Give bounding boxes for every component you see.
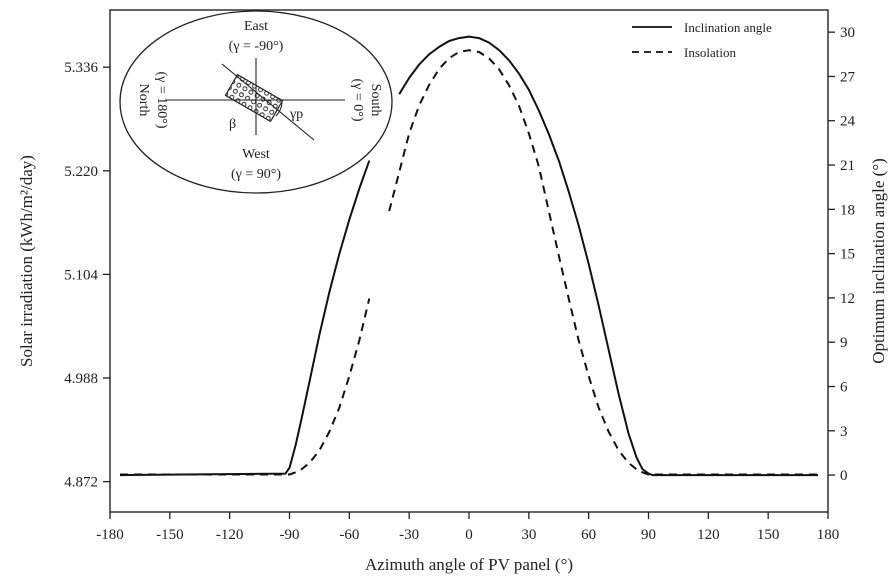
left-y-tick-label: 5.336 <box>64 60 98 76</box>
x-tick-label: -180 <box>96 527 124 543</box>
right-y-tick-label: 6 <box>840 380 848 396</box>
inset-north-label: North <box>136 84 151 117</box>
inset-north-sub: (γ = 180°) <box>154 71 169 128</box>
left-y-tick-label: 4.872 <box>64 475 98 491</box>
right-y-tick-label: 21 <box>840 158 855 174</box>
legend-label-insolation: Insolation <box>684 45 736 60</box>
left-y-tick-label: 5.220 <box>64 164 98 180</box>
x-tick-label: 60 <box>581 527 596 543</box>
gamma-arc <box>275 99 283 117</box>
left-y-axis-title: Solar irradiation (kWh/m²/day) <box>17 155 36 367</box>
inset-gamma-label: γp <box>289 107 303 122</box>
right-y-tick-label: 9 <box>840 335 848 351</box>
inset-diagram: East (γ = -90°) West (γ = 90°) North (γ … <box>119 10 393 194</box>
right-y-axis-title: Optimum inclination angle (°) <box>869 158 888 364</box>
x-tick-label: 30 <box>521 527 536 543</box>
x-tick-label: -150 <box>156 527 184 543</box>
legend: Inclination angle Insolation <box>632 20 772 60</box>
right-y-tick-label: 27 <box>840 69 856 85</box>
x-tick-label: -30 <box>399 527 419 543</box>
series-layer <box>119 35 818 477</box>
x-tick-label: 90 <box>641 527 656 543</box>
inset-south-label: South <box>368 84 383 117</box>
insolation-line <box>388 49 818 476</box>
right-y-tick-label: 24 <box>840 114 856 130</box>
inset-east-sub: (γ = -90°) <box>229 39 284 54</box>
right-y-axis-ticks: 0 3 6 9 12 15 18 21 24 27 30 <box>828 25 856 484</box>
right-y-tick-label: 3 <box>840 424 848 440</box>
x-tick-label: 120 <box>697 527 720 543</box>
inset-south-sub: (γ = 0°) <box>350 78 365 121</box>
x-tick-label: 0 <box>465 527 473 543</box>
left-y-tick-label: 4.988 <box>64 371 98 387</box>
left-y-tick-label: 5.104 <box>64 267 98 283</box>
right-y-tick-label: 30 <box>840 25 855 41</box>
inclination-line <box>119 160 371 477</box>
x-tick-label: 180 <box>817 527 840 543</box>
insolation-line <box>120 298 371 476</box>
x-tick-label: -120 <box>216 527 244 543</box>
pv-panel-shape <box>224 73 284 123</box>
right-y-tick-label: 15 <box>840 247 855 263</box>
right-y-tick-label: 12 <box>840 291 855 307</box>
right-y-tick-label: 0 <box>840 468 848 484</box>
inset-east-label: East <box>244 19 268 34</box>
x-axis-title: Azimuth angle of PV panel (°) <box>365 555 573 574</box>
left-y-axis-ticks: 4.872 4.988 5.104 5.220 5.336 <box>64 60 110 491</box>
legend-label-inclination: Inclination angle <box>684 20 772 35</box>
x-tick-label: 150 <box>757 527 780 543</box>
x-tick-label: -60 <box>339 527 359 543</box>
x-tick-label: -90 <box>280 527 300 543</box>
x-axis-ticks: -180 -150 -120 -90 -60 -30 0 30 60 90 120 150 180 <box>96 512 839 543</box>
right-y-tick-label: 18 <box>840 202 855 218</box>
inset-beta-label: β <box>229 117 236 132</box>
inclination-line <box>398 35 818 477</box>
inset-west-label: West <box>242 147 270 162</box>
inset-west-sub: (γ = 90°) <box>231 167 281 182</box>
